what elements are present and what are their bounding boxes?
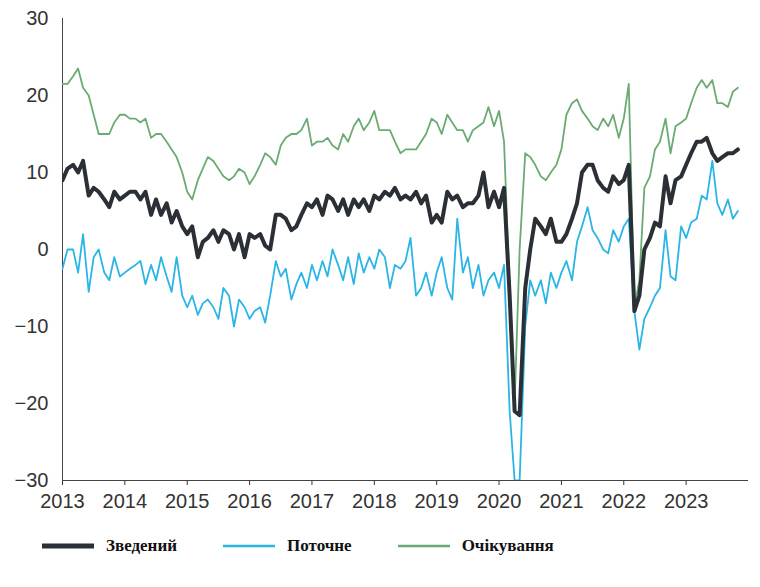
svg-text:2016: 2016 — [227, 490, 272, 512]
svg-text:2019: 2019 — [414, 490, 459, 512]
svg-text:20: 20 — [26, 84, 48, 106]
svg-text:30: 30 — [26, 7, 48, 29]
html-text:Зведений: Зведений — [106, 536, 177, 555]
svg-text:2020: 2020 — [477, 490, 521, 512]
svg-text:10: 10 — [26, 161, 48, 183]
svg-text:0: 0 — [37, 238, 48, 260]
html-text:Очікування: Очікування — [461, 536, 554, 555]
svg-text:2014: 2014 — [103, 490, 148, 512]
svg-text:2022: 2022 — [602, 490, 647, 512]
svg-text:−10: −10 — [15, 315, 49, 337]
svg-text:2015: 2015 — [165, 490, 210, 512]
svg-text:−20: −20 — [15, 392, 49, 414]
svg-text:2021: 2021 — [539, 490, 584, 512]
svg-text:2023: 2023 — [664, 490, 709, 512]
html-text:Поточне: Поточне — [287, 536, 352, 555]
svg-text:2013: 2013 — [40, 490, 85, 512]
svg-text:2017: 2017 — [290, 490, 335, 512]
svg-text:2018: 2018 — [352, 490, 397, 512]
svg-text:−30: −30 — [15, 469, 49, 491]
